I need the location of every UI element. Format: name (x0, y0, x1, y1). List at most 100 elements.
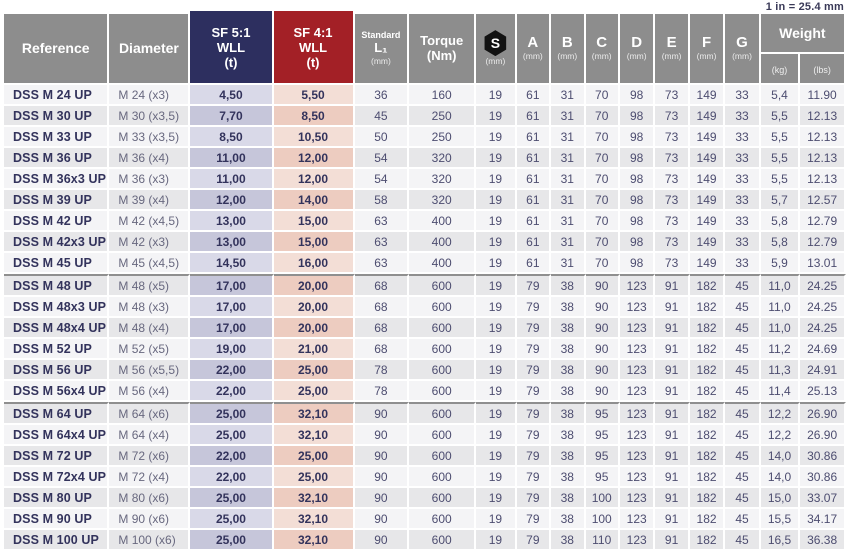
col-header-f: F (mm) (689, 14, 726, 85)
cell-a: 61 (516, 190, 552, 211)
cell-b: 31 (551, 106, 586, 127)
cell-s: 19 (476, 253, 517, 274)
table-body: DSS M 24 UP M 24 (x3) 4,50 5,50 36 160 19 61 31 7… (4, 85, 846, 551)
cell-e: 91 (655, 360, 690, 381)
cell-b: 38 (551, 297, 586, 318)
cell-diameter: M 30 (x3,5) (109, 106, 191, 127)
cell-torque: 320 (409, 190, 477, 211)
cell-sf5-wll: 25,00 (190, 425, 274, 446)
cell-sf4-wll: 25,00 (273, 381, 355, 402)
cell-g: 33 (725, 253, 761, 274)
cell-c: 70 (585, 211, 620, 232)
cell-f: 182 (689, 339, 726, 360)
cell-d: 123 (619, 467, 656, 488)
cell-diameter: M 56 (x4) (109, 381, 191, 402)
cell-sf4-wll: 32,10 (273, 402, 355, 425)
cell-l1: 78 (354, 360, 410, 381)
cell-e: 91 (655, 425, 690, 446)
cell-f: 149 (689, 148, 726, 169)
cell-weight-kg: 12,2 (760, 402, 801, 425)
cell-l1: 63 (354, 253, 410, 274)
cell-sf5-wll: 17,00 (190, 318, 274, 339)
cell-c: 70 (585, 106, 620, 127)
cell-g: 45 (725, 297, 761, 318)
cell-e: 73 (655, 232, 690, 253)
cell-g: 45 (725, 360, 761, 381)
cell-s: 19 (476, 381, 517, 402)
table-row: DSS M 39 UP M 39 (x4) 12,00 14,00 58 320 19 61 3… (4, 190, 846, 211)
cell-diameter: M 36 (x4) (109, 148, 191, 169)
cell-weight-kg: 14,0 (760, 467, 801, 488)
cell-torque: 320 (409, 148, 477, 169)
cell-diameter: M 52 (x5) (109, 339, 191, 360)
cell-a: 79 (516, 318, 552, 339)
cell-c: 95 (585, 425, 620, 446)
cell-weight-lbs: 11.90 (800, 85, 846, 106)
cell-s: 19 (476, 467, 517, 488)
cell-sf5-wll: 25,00 (190, 530, 274, 551)
cell-c: 95 (585, 467, 620, 488)
cell-weight-lbs: 12.13 (800, 106, 846, 127)
cell-sf5-wll: 25,00 (190, 509, 274, 530)
cell-b: 31 (551, 127, 586, 148)
cell-weight-lbs: 24.25 (800, 274, 846, 297)
table-row: DSS M 36x3 UP M 36 (x3) 11,00 12,00 54 320 19 6… (4, 169, 846, 190)
cell-d: 123 (619, 446, 656, 467)
cell-weight-kg: 11,0 (760, 274, 801, 297)
cell-weight-lbs: 24.25 (800, 297, 846, 318)
cell-torque: 600 (409, 467, 477, 488)
cell-reference: DSS M 24 UP (4, 85, 110, 106)
cell-reference: DSS M 42 UP (4, 211, 110, 232)
cell-e: 91 (655, 446, 690, 467)
cell-l1: 50 (354, 127, 410, 148)
cell-c: 100 (585, 509, 620, 530)
cell-torque: 250 (409, 106, 477, 127)
cell-e: 91 (655, 381, 690, 402)
cell-g: 45 (725, 530, 761, 551)
cell-d: 123 (619, 530, 656, 551)
cell-reference: DSS M 48x4 UP (4, 318, 110, 339)
cell-weight-kg: 12,2 (760, 425, 801, 446)
cell-s: 19 (476, 360, 517, 381)
table-row: DSS M 64x4 UP M 64 (x4) 25,00 32,10 90 600 19 7… (4, 425, 846, 446)
col-header-d: D (mm) (619, 14, 656, 85)
table-row: DSS M 48 UP M 48 (x5) 17,00 20,00 68 600 19 79 3… (4, 274, 846, 297)
cell-e: 91 (655, 509, 690, 530)
cell-diameter: M 100 (x6) (109, 530, 191, 551)
cell-s: 19 (476, 127, 517, 148)
cell-c: 70 (585, 148, 620, 169)
cell-c: 70 (585, 190, 620, 211)
cell-f: 149 (689, 253, 726, 274)
cell-d: 123 (619, 297, 656, 318)
cell-f: 182 (689, 381, 726, 402)
cell-diameter: M 72 (x6) (109, 446, 191, 467)
cell-l1: 45 (354, 106, 410, 127)
cell-reference: DSS M 80 UP (4, 488, 110, 509)
cell-sf5-wll: 11,00 (190, 148, 274, 169)
cell-s: 19 (476, 339, 517, 360)
cell-sf5-wll: 7,70 (190, 106, 274, 127)
col-header-weight: Weight (760, 14, 846, 54)
col-header-sf5-wll: SF 5:1 WLL (t) (190, 11, 274, 85)
cell-weight-kg: 15,0 (760, 488, 801, 509)
cell-reference: DSS M 72 UP (4, 446, 110, 467)
table-row: DSS M 56 UP M 56 (x5,5) 22,00 25,00 78 600 19 7… (4, 360, 846, 381)
cell-torque: 400 (409, 211, 477, 232)
cell-torque: 250 (409, 127, 477, 148)
table-row: DSS M 100 UP M 100 (x6) 25,00 32,10 90 600 19 7… (4, 530, 846, 551)
cell-l1: 90 (354, 402, 410, 425)
cell-weight-kg: 5,5 (760, 127, 801, 148)
cell-d: 98 (619, 148, 656, 169)
cell-reference: DSS M 33 UP (4, 127, 110, 148)
cell-b: 38 (551, 381, 586, 402)
cell-sf4-wll: 25,00 (273, 446, 355, 467)
cell-b: 38 (551, 425, 586, 446)
cell-g: 33 (725, 232, 761, 253)
cell-weight-lbs: 12.79 (800, 232, 846, 253)
cell-s: 19 (476, 148, 517, 169)
cell-c: 90 (585, 297, 620, 318)
cell-e: 91 (655, 488, 690, 509)
cell-weight-lbs: 13.01 (800, 253, 846, 274)
cell-weight-kg: 5,8 (760, 211, 801, 232)
cell-torque: 600 (409, 446, 477, 467)
